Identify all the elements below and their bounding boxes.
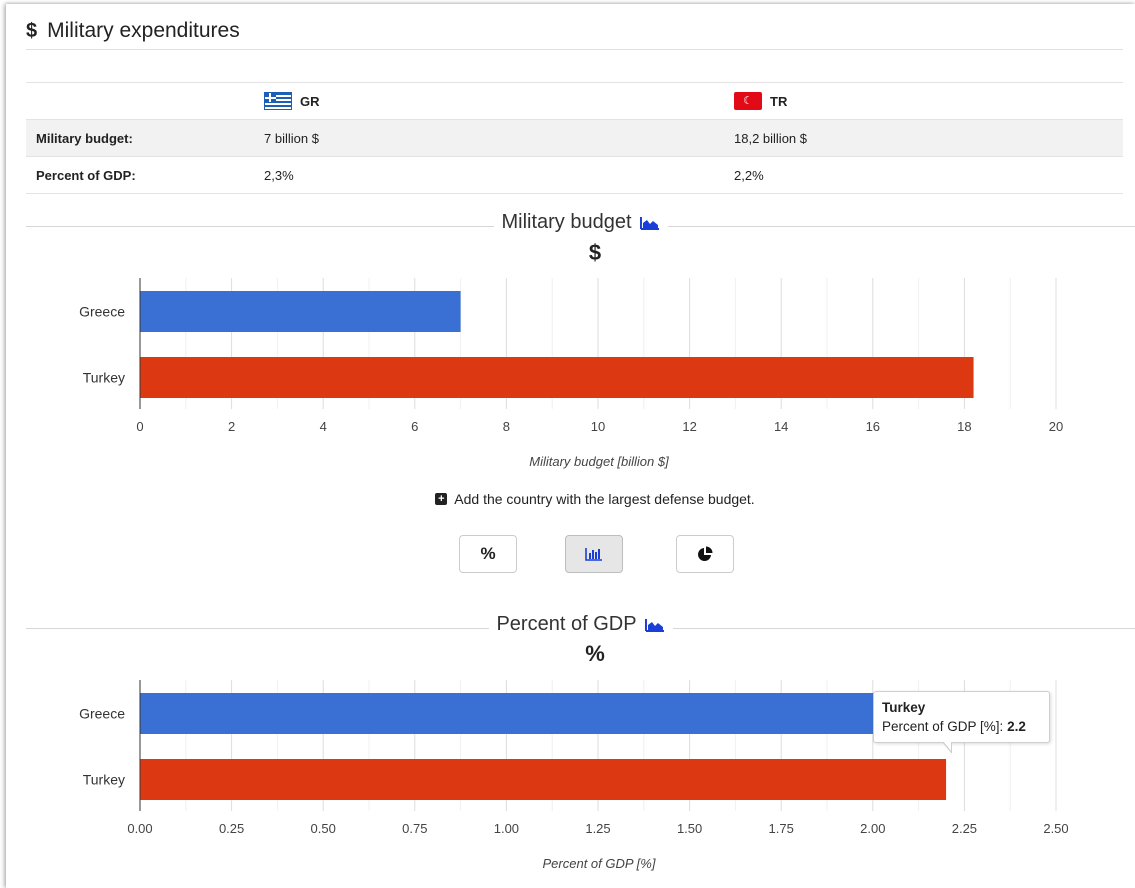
unit-symbol: % <box>585 641 605 666</box>
budget-tick-label: 2 <box>228 419 235 434</box>
dollar-icon: $ <box>26 19 38 42</box>
country-code: GR <box>300 93 320 109</box>
table-row: Military budget: 7 billion $ 18,2 billio… <box>26 119 1123 157</box>
area-chart-icon[interactable] <box>639 216 660 230</box>
budget-tick-label: 8 <box>503 419 510 434</box>
country-code: TR <box>770 93 788 109</box>
gdp-bar-turkey <box>140 759 947 800</box>
gdp-tick-label: 1.50 <box>677 821 702 836</box>
greece-flag-icon <box>264 92 292 110</box>
budget-bar-greece <box>140 291 461 332</box>
cell-value: 2,2% <box>724 156 1123 194</box>
cell-value: 2,3% <box>254 156 724 194</box>
cell-value: 7 billion $ <box>254 119 724 157</box>
budget-category-label: Greece <box>79 304 125 320</box>
gdp-tick-label: 0.50 <box>311 821 336 836</box>
gdp-tick-label: 1.00 <box>494 821 519 836</box>
area-chart-icon[interactable] <box>644 618 665 632</box>
country-header-turkey[interactable]: ☾ TR <box>734 92 1113 110</box>
bar-chart-view-button[interactable] <box>565 535 623 573</box>
table-row: Percent of GDP: 2,3% 2,2% <box>26 156 1123 194</box>
gdp-category-label: Turkey <box>83 772 125 788</box>
comparison-table: GR ☾ TR Military budget: 7 billion $ 18,… <box>26 82 1123 194</box>
gdp-tick-label: 0.75 <box>402 821 427 836</box>
chart-heading-gdp: Percent of GDP <box>26 613 1135 643</box>
chart-heading-budget: Military budget <box>26 211 1135 241</box>
chart-tooltip: Turkey Percent of GDP [%]: 2.2 <box>873 691 1050 743</box>
gdp-tick-label: 2.00 <box>860 821 885 836</box>
budget-tick-label: 14 <box>774 419 788 434</box>
pie-chart-icon <box>698 546 713 561</box>
military-budget-chart: 0 2 4 6 8 10 12 14 16 18 20 Greece Turkey Military bu… <box>79 278 1063 469</box>
budget-tick-label: 16 <box>866 419 880 434</box>
budget-tick-label: 20 <box>1049 419 1063 434</box>
budget-tick-label: 10 <box>591 419 605 434</box>
gdp-axis-title: Percent of GDP [%] <box>543 856 656 871</box>
tooltip-value: 2.2 <box>1007 719 1026 734</box>
budget-tick-label: 4 <box>320 419 327 434</box>
budget-tick-label: 18 <box>957 419 971 434</box>
budget-category-label: Turkey <box>83 370 125 386</box>
pie-chart-view-button[interactable] <box>676 535 734 573</box>
row-label: Military budget: <box>26 119 254 157</box>
gdp-tick-label: 1.75 <box>769 821 794 836</box>
chart-title: Percent of GDP <box>496 613 637 635</box>
add-country-text: Add the country with the largest defense… <box>454 491 755 507</box>
gdp-tick-label: 2.25 <box>952 821 977 836</box>
gdp-tick-label: 0.00 <box>127 821 152 836</box>
section-title: $ Military expenditures <box>26 19 240 43</box>
country-header-greece[interactable]: GR <box>264 92 714 110</box>
percent-view-button[interactable]: % <box>459 535 517 573</box>
budget-bar-turkey <box>140 357 974 398</box>
chart-title: Military budget <box>501 211 632 233</box>
gdp-bar-greece <box>140 693 983 734</box>
table-header-row: GR ☾ TR <box>26 82 1123 120</box>
turkey-flag-icon: ☾ <box>734 92 762 110</box>
budget-tick-label: 0 <box>136 419 143 434</box>
tooltip-title: Turkey <box>882 700 926 715</box>
unit-symbol: $ <box>588 240 602 265</box>
divider <box>26 49 1123 50</box>
gdp-category-label: Greece <box>79 706 125 722</box>
percent-icon: % <box>480 544 496 563</box>
gdp-tick-label: 1.25 <box>585 821 610 836</box>
bar-chart-icon <box>585 548 602 561</box>
percent-gdp-chart: 0.00 0.25 0.50 0.75 1.00 1.25 1.50 1.75 2.00 2.25… <box>79 680 1069 871</box>
tooltip-label: Percent of GDP [%]: <box>882 719 1008 734</box>
gdp-tick-label: 0.25 <box>219 821 244 836</box>
add-country-link[interactable]: + Add the country with the largest defen… <box>0 491 1135 507</box>
plus-square-icon: + <box>435 493 448 505</box>
budget-tick-label: 6 <box>411 419 418 434</box>
section-title-text: Military expenditures <box>47 19 240 42</box>
budget-tick-label: 12 <box>682 419 696 434</box>
budget-axis-title: Military budget [billion $] <box>529 454 669 469</box>
cell-value: 18,2 billion $ <box>724 119 1123 157</box>
row-label: Percent of GDP: <box>26 156 254 194</box>
gdp-tick-label: 2.50 <box>1043 821 1068 836</box>
